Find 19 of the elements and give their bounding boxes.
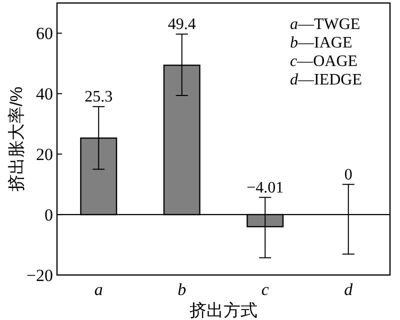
y-tick-label: −20 [26, 266, 53, 285]
annotation: a—TWGE [290, 16, 360, 33]
x-tick-label: c [261, 280, 270, 299]
x-tick-label: a [94, 280, 103, 299]
data-label: −4.01 [246, 179, 284, 196]
annotation: d—IEDGE [290, 72, 362, 88]
data-label: 0 [344, 166, 352, 184]
data-label: 25.3 [84, 88, 113, 106]
data-label: 49.4 [168, 16, 196, 34]
x-tick-label: b [178, 280, 186, 299]
annotation: b—IAGE [290, 34, 352, 52]
y-tick-label: 20 [36, 145, 53, 164]
x-axis-title: 挤出方式 [190, 301, 258, 320]
y-tick-label: 0 [44, 206, 53, 225]
x-tick-label: d [344, 280, 354, 299]
y-tick-label: 60 [36, 24, 53, 44]
y-axis-title: 挤出胀大率/% [7, 86, 26, 192]
y-tick-label: 40 [36, 84, 53, 104]
annotation: c—OAGE [290, 53, 358, 70]
